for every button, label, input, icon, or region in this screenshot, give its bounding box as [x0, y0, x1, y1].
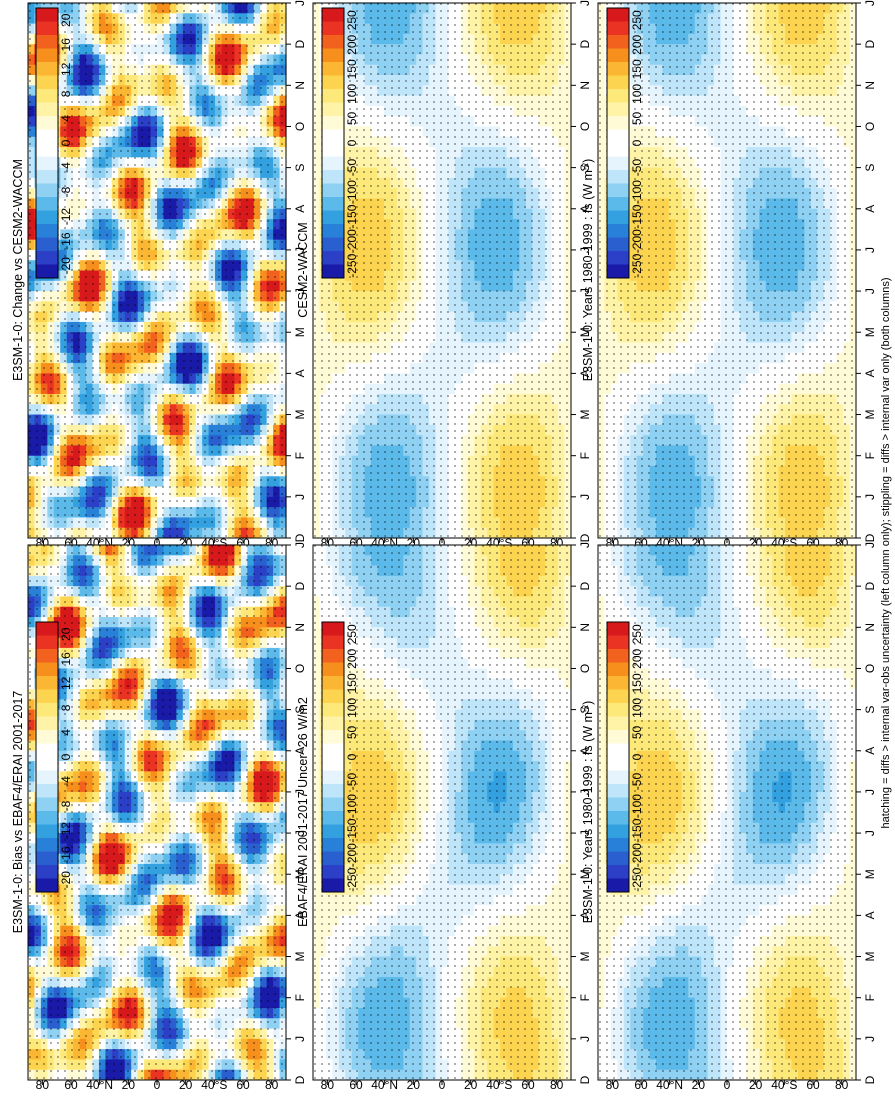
p2-ytick-label: 60	[806, 1078, 820, 1092]
p1-xtick-label: A	[863, 369, 877, 377]
p2-xtick-label: M	[863, 952, 877, 962]
p2-xtick-label: S	[863, 706, 877, 714]
p2-xtick-label: M	[863, 869, 877, 879]
p2-xtick-label: A	[863, 911, 877, 919]
p2-ytick-label: 80	[835, 1078, 849, 1092]
p2-xtick-label: J	[863, 542, 877, 548]
panel-p3-title: CESM2-WACCM	[296, 222, 310, 317]
p2-xtick-label: D	[863, 581, 877, 590]
p1-xtick-label: N	[863, 81, 877, 90]
p2-ytick-label: 40°S	[771, 1078, 797, 1092]
p1-xtick-label: S	[863, 164, 877, 172]
p2-ytick-label: 60	[634, 1078, 648, 1092]
p2-xtick-label: N	[863, 623, 877, 632]
p1-xtick-label: D	[863, 533, 877, 542]
p2-ytick-label: 20	[749, 1078, 763, 1092]
p1-xtick-label: O	[863, 122, 877, 131]
panel-p2-title: E3SM-1-0: Years 1980-1999 : fs (W m-2)	[581, 701, 596, 924]
panel-p1-title: E3SM-1-0: Years 1980-1999 : fs (W m-2)	[581, 159, 596, 382]
p2-ytick-label: 0	[724, 1078, 731, 1092]
p1-xtick-label: J	[863, 494, 877, 500]
p2-ytick-label: 40°N	[656, 1078, 683, 1092]
p1-xtick-label: D	[863, 39, 877, 48]
p1-xtick-label: M	[863, 327, 877, 337]
p1-xtick-label: F	[863, 452, 877, 459]
p1-xtick-label: J	[863, 247, 877, 253]
p1-xtick-label: J	[863, 288, 877, 294]
p1-xtick-label: M	[863, 410, 877, 420]
p1-xtick-label: A	[863, 205, 877, 213]
p2-ytick-label: 80	[606, 1078, 620, 1092]
p2-xtick-label: J	[863, 789, 877, 795]
p2-ytick-label: 20	[692, 1078, 706, 1092]
p2-xtick-label: F	[863, 994, 877, 1001]
p2-xtick-label: A	[863, 747, 877, 755]
p2-xtick-label: O	[863, 664, 877, 673]
p2-xtick-label: J	[863, 830, 877, 836]
figure-footnote: hatching = diffs > internal var-obs unce…	[880, 277, 892, 828]
p2-xtick-label: D	[863, 1075, 877, 1084]
p2-xtick-label: J	[863, 1036, 877, 1042]
p1-xtick-label: J	[863, 0, 877, 6]
